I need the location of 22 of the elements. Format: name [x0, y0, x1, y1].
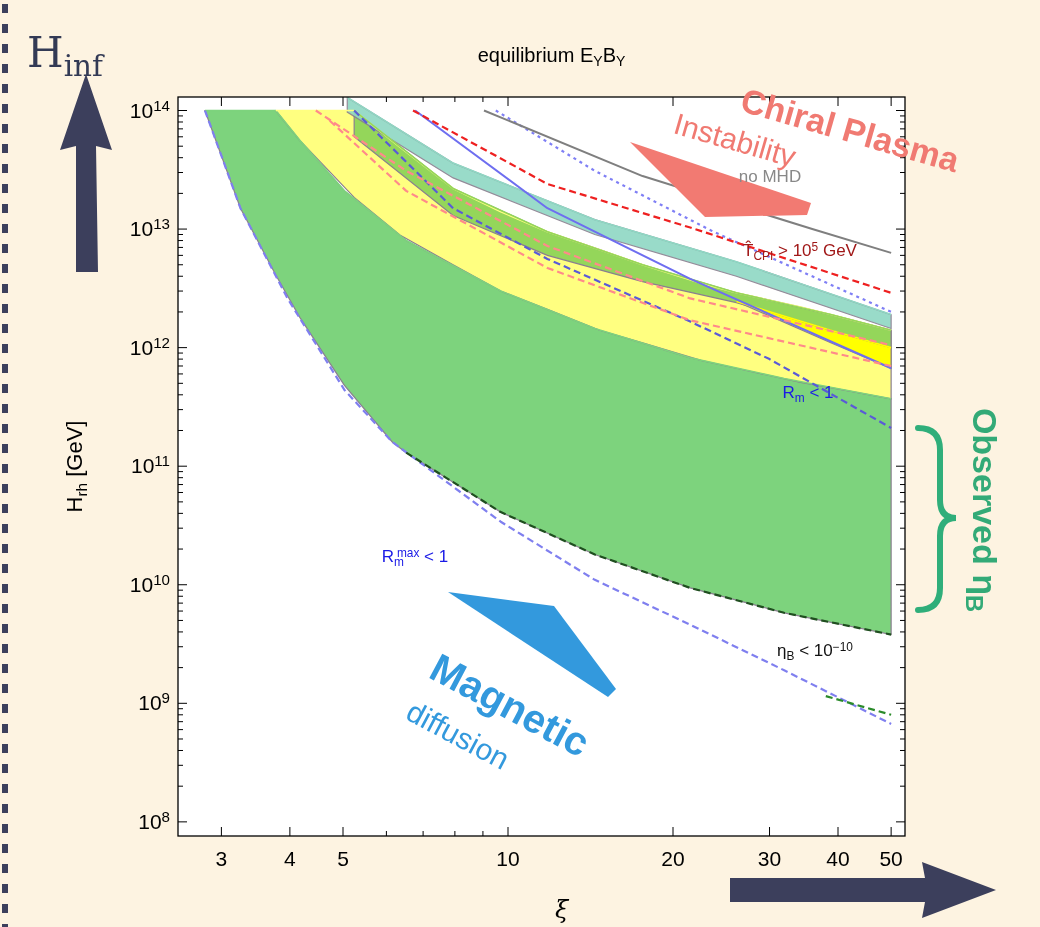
- annotation: η$_{B}$ < 10$^{−10}$: [777, 639, 854, 663]
- x-axis-title: ξ: [554, 896, 570, 924]
- chart-title: equilibrium E$_{Y}$B$_{Y}$: [477, 44, 626, 70]
- annotation: R$_{m}$$^{max}$ < 1: [381, 545, 449, 569]
- x-tick-label: 30: [757, 847, 782, 870]
- x-tick-label: 40: [826, 847, 850, 870]
- y-tick-label: 10$^{13}$: [129, 215, 170, 241]
- y-tick-label: 10$^{10}$: [129, 570, 170, 596]
- x-tick-label: 50: [879, 847, 903, 870]
- y-tick-label: 10$^{14}$: [129, 96, 170, 122]
- x-tick-label: 5: [337, 847, 349, 870]
- y-tick-label: 10$^{8}$: [138, 808, 170, 833]
- y-tick-label: 10$^{9}$: [138, 689, 170, 715]
- y-tick-label: 10$^{11}$: [130, 452, 170, 478]
- x-tick-label: 3: [215, 847, 228, 870]
- text: H$_{inf}$: [27, 27, 106, 83]
- x-tick-label: 10: [496, 847, 520, 870]
- x-tick-label: 20: [661, 847, 685, 870]
- x-tick-label: 4: [284, 847, 297, 870]
- annotation: R$_{m}$ < 1: [782, 382, 834, 405]
- annotation: T̂$_{CPI}$ > 10$^{5}$ GeV: [743, 239, 858, 263]
- y-tick-label: 10$^{12}$: [129, 333, 170, 359]
